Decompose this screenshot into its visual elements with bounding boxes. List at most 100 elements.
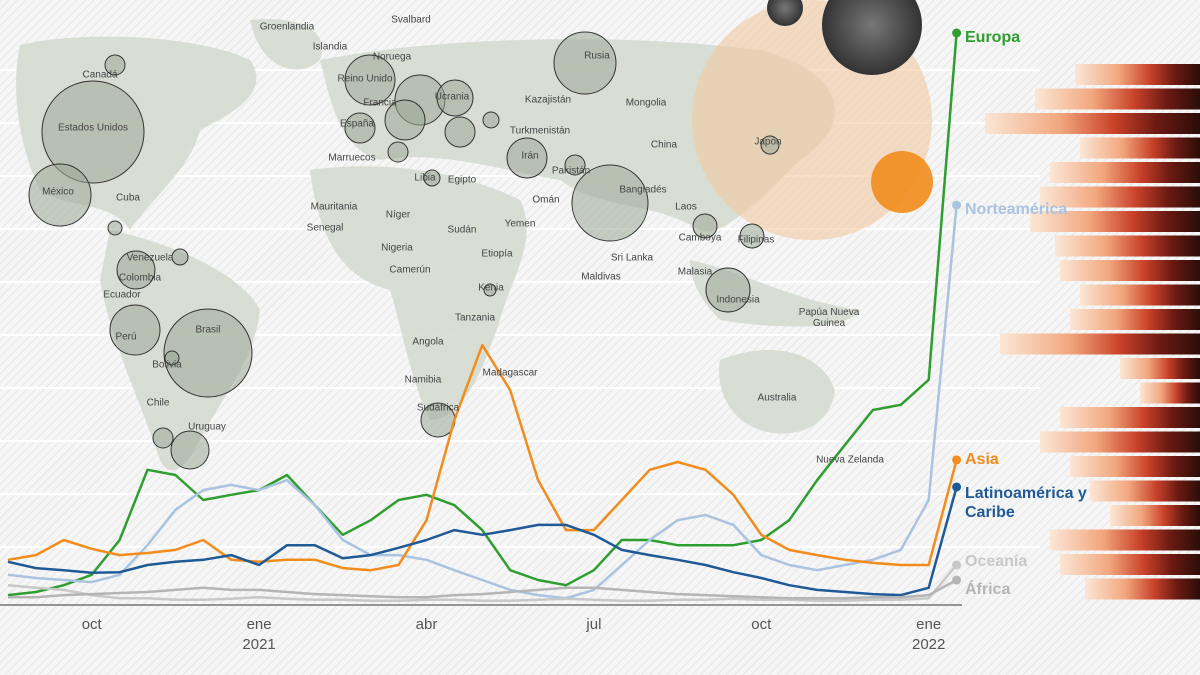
series-line [7,343,958,572]
map-label: Kazajistán [524,94,572,106]
map-bubble [436,79,474,117]
map-label: Laos [675,201,697,213]
map-label: Libia [414,172,436,184]
series-label: Europa [965,29,1021,46]
map-label: España [340,118,374,130]
map-bubble [28,163,92,227]
series-line [8,578,958,600]
series-label: Latinoamérica y Caribe [965,485,1087,521]
map-label: Sri Lanka [610,252,654,264]
map-label: Francia [363,97,397,109]
series-end-dot [952,575,962,585]
series-line [7,32,958,597]
map-bubble [170,430,210,470]
heatmap-row [1040,186,1200,208]
map-label: México [42,186,74,198]
heatmap-row [1110,505,1200,526]
map-label: Groenlandia [259,21,315,33]
heatmap-row [1060,554,1200,575]
heatmap-row [1060,407,1200,428]
x-tick-label: oct [751,616,772,633]
x-tick-label: abr [416,616,438,633]
map-bubble [109,304,161,356]
map-bubble [423,169,441,187]
series-label: Asia [965,451,999,468]
map-bubble [482,111,500,129]
map-bubble [384,99,426,141]
map-bubble [444,116,476,148]
map-label: Chile [146,397,170,409]
map-label: Irán [521,150,539,162]
map-label: Madagascar [482,367,538,379]
plot: oct ene 2021 abr jul oct ene 2022 [7,28,962,653]
map-label: Canadá [82,69,118,81]
map-bubble [760,135,780,155]
heatmap-row [985,113,1200,134]
map-label: Colombia [118,272,162,284]
map-label: Indonesia [716,294,760,306]
series-label: Oceanía [965,553,1028,570]
map-label: Ecuador [103,289,141,301]
series-line [7,204,958,600]
heatmap-row [1140,382,1200,404]
x-tick-label: jul [585,616,601,633]
map-label: Estados Unidos [57,122,129,134]
heatmap-row [1030,211,1200,232]
map-label: Reino Unido [337,73,393,85]
heatmap-row [1050,529,1200,551]
heatmap-row [1035,88,1200,110]
map-label: Mongolia [625,97,667,109]
map-label: Kenia [478,282,504,294]
map-bubble [41,80,145,184]
map-label: Svalbard [391,14,431,26]
heatmap-row [1075,64,1200,85]
heatmap-row [1055,235,1200,257]
map-label: Camboya [678,232,722,244]
map-label: Mauritania [310,201,358,213]
x-tick-label: ene [916,616,941,633]
heatmap-row [1060,260,1200,281]
map-bubble [344,112,376,144]
map-label: Ucrania [434,91,470,103]
x-year-label: 2022 [912,636,945,653]
heatmap-row [1120,358,1200,379]
map-label: Tanzania [454,312,496,324]
map-label: Venezuela [126,252,174,264]
map-bubble [171,248,189,266]
series-label: Norteamérica [965,201,1068,218]
map-label: Brasil [195,324,221,336]
x-tick-label: oct [82,616,103,633]
series-end-dot [952,455,962,465]
map-label: Sudáfrica [416,402,460,414]
map-label: Etiopía [481,248,513,260]
map-bubble [564,154,586,176]
series-label: África [965,581,1011,598]
map-label: Omán [532,194,560,206]
map-label: Rusia [584,50,610,62]
map-label: Turkmenistán [509,125,571,137]
map-label: Namibia [404,374,442,386]
heatmap-row [1090,480,1200,502]
map-label: Pakistán [551,165,591,177]
map-label: Maldivas [581,271,621,283]
series-end-dot [952,200,962,210]
map-label: Nueva Zelanda [816,454,884,466]
heatmap-row [1050,162,1200,183]
map-bubble [387,141,409,163]
map-bubble [164,350,180,366]
series-end-dot [952,482,962,492]
map-bubble [553,31,617,95]
map-bubble [104,54,126,76]
map-label: Sudán [447,224,477,236]
heatmap-row [1070,309,1200,330]
map-label: Bolivia [152,359,182,371]
map-label: Perú [115,331,137,343]
map-label: Angola [412,336,444,348]
series-line [7,564,958,603]
map-bubble [116,250,156,290]
map-label: Níger [385,209,411,221]
map-label: Japón [754,136,782,148]
series-end-dot [952,560,962,570]
map-label: China [650,139,678,151]
